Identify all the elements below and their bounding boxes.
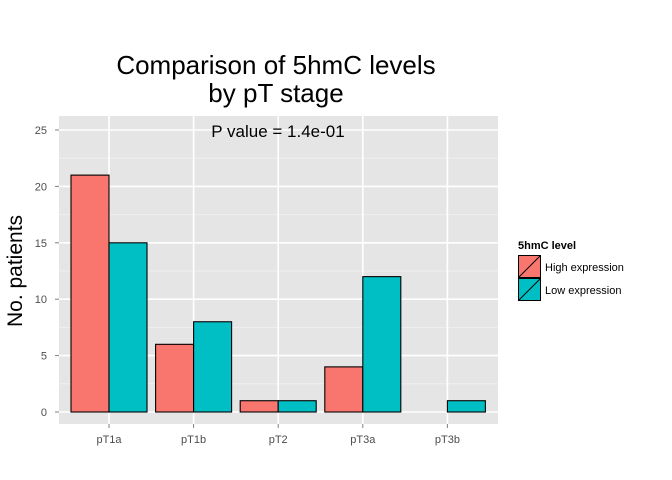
x-tick-label: pT1a xyxy=(96,434,122,446)
x-tick-label: pT1b xyxy=(181,434,206,446)
x-tick-label: pT3a xyxy=(350,434,376,446)
bar-pT3a-low-expression xyxy=(362,276,402,413)
y-tick-label: 10 xyxy=(35,294,47,306)
chart-title-line-1: Comparison of 5hmC levels xyxy=(116,50,435,80)
legend-title: 5hmC level xyxy=(518,240,576,252)
p-value-annotation: P value = 1.4e-01 xyxy=(211,122,344,141)
y-tick-label: 5 xyxy=(41,351,47,363)
y-tick-label: 25 xyxy=(35,125,47,137)
bar-pT1b-high-expression xyxy=(155,343,195,413)
bar-pT1a-low-expression xyxy=(108,242,148,413)
bars xyxy=(70,174,486,413)
legend-label: Low expression xyxy=(545,285,621,297)
x-tick-label: pT2 xyxy=(269,434,288,446)
chart-title-line-2: by pT stage xyxy=(208,78,343,108)
bar-pT1b-low-expression xyxy=(193,321,233,413)
bar-pT2-low-expression xyxy=(277,400,317,413)
y-axis-label: No. patients xyxy=(4,215,27,327)
y-axis: 0 5 10 15 20 25 xyxy=(35,125,59,419)
y-tick-label: 20 xyxy=(35,181,47,193)
x-axis: pT1a pT1b pT2 pT3a pT3b xyxy=(96,424,460,446)
y-tick-label: 0 xyxy=(41,407,47,419)
x-tick-label: pT3b xyxy=(435,434,460,446)
bar-pT2-high-expression xyxy=(239,400,279,413)
bar-pT3b-low-expression xyxy=(446,400,486,413)
legend: 5hmC level High expression Low expression xyxy=(518,240,624,301)
legend-key-slash xyxy=(518,278,541,301)
bar-pT3a-high-expression xyxy=(324,366,364,413)
bar-pT1a-high-expression xyxy=(70,174,110,413)
y-tick-label: 15 xyxy=(35,238,47,250)
legend-label: High expression xyxy=(545,262,624,274)
legend-key-slash xyxy=(518,255,541,278)
